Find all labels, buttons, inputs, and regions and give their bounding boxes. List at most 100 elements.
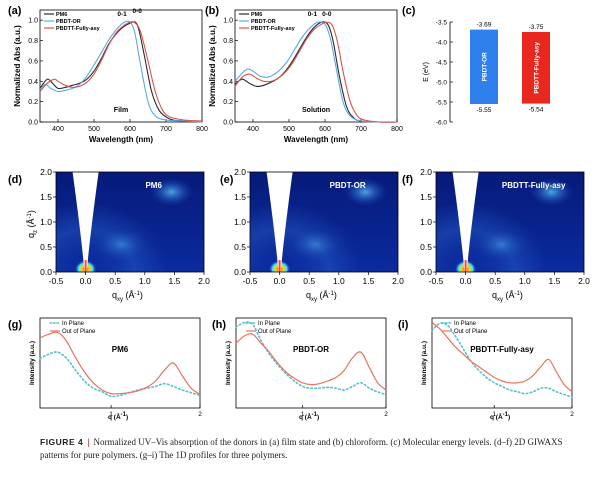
x-axis-label: Wavelength (nm) [89, 135, 153, 144]
x-tick-label: 1 [492, 411, 496, 418]
polymer-label: PM6 [112, 345, 129, 354]
x-tick-label: 1 [301, 411, 305, 418]
x-tick-label: 800 [391, 126, 403, 133]
x-tick-label: 2.0 [198, 276, 210, 286]
y-tick-label: 1.5 [40, 192, 52, 202]
y-tick-label: 0.4 [28, 79, 38, 86]
x-tick-label: 0.0 [80, 276, 92, 286]
out-of-plane-profile [431, 322, 573, 393]
figure-4: (a) 400 500 600 700 800 0.0 0.2 0.4 0.6 0.8 1.0 Wave… [8, 5, 590, 421]
detector-image [56, 172, 204, 272]
y-tick-label: -6.0 [436, 120, 448, 127]
panel-label: (i) [398, 319, 409, 331]
x-tick-label: 2.0 [578, 276, 590, 286]
legend-entry: Out of Plane [62, 329, 96, 335]
y-axis-label: Intensity (a.u.) [29, 341, 36, 385]
series-line [234, 21, 398, 123]
x-tick-label: 1.5 [362, 276, 374, 286]
x-tick-label: 2 [570, 411, 574, 418]
y-axis-label: Intensity (a.u.) [225, 341, 232, 385]
y-axis-label: Normalized Abs (a.u.) [13, 25, 22, 107]
y-tick-label: 0.0 [40, 267, 52, 277]
legend-entry: PBDTT-Fully-asy [56, 26, 101, 32]
plot-frame [39, 317, 201, 409]
out-of-plane-profile [39, 331, 201, 395]
lumo-label: -3.75 [529, 24, 544, 31]
diffraction-arc [529, 178, 574, 206]
y-tick-label: -3.5 [436, 20, 448, 27]
y-axis-label: Normalized Abs (a.u.) [208, 25, 217, 107]
state-label: Solution [302, 107, 330, 114]
diffraction-halo [95, 228, 148, 261]
profile-chart: 1 2 q (Å-1) Intensity (a.u.) In Plane Out of … [225, 317, 388, 421]
y-axis-label: Intensity (a.u.) [421, 341, 428, 385]
legend-entry: PM6 [251, 12, 262, 18]
y-tick-label: 2.0 [234, 167, 246, 177]
peak-annotation: 0-0 [132, 8, 142, 15]
y-tick-label: 0.5 [234, 242, 246, 252]
y-tick-label: 0.8 [223, 38, 233, 45]
x-axis-label: q (Å-1) [299, 412, 319, 421]
y-tick-label: -4.0 [436, 40, 448, 47]
x-tick-label: 0.5 [489, 276, 501, 286]
polymer-label: PBDT-OR [330, 181, 366, 190]
caption-label: FIGURE 4 [40, 437, 84, 447]
peak-annotation: 0-1 [117, 11, 127, 18]
x-axis-label: q (Å-1) [108, 412, 128, 421]
y-tick-label: 2.0 [420, 167, 432, 177]
y-tick-label: 0.6 [223, 58, 233, 65]
series-line [234, 21, 398, 123]
plot-frame [39, 9, 203, 123]
polymer-label: PBDT-OR [293, 345, 329, 354]
x-axis-label: qxy (Å-1) [112, 290, 143, 303]
polymer-label: PM6 [145, 181, 162, 190]
legend-entry: Out of Plane [454, 329, 488, 335]
legend-entry: In Plane [62, 321, 85, 327]
y-tick-label: 0.2 [223, 99, 233, 106]
panel-label: (d) [8, 174, 22, 186]
panel-label: (g) [8, 319, 22, 331]
plot-frame [235, 317, 387, 409]
legend-entry: In Plane [258, 321, 281, 327]
in-plane-profile [235, 321, 387, 396]
polymer-label: PBDTT-Fully-asy [470, 345, 534, 354]
x-tick-label: 400 [247, 126, 259, 133]
x-tick-label: 2.0 [392, 276, 404, 286]
missing-wedge [266, 172, 293, 272]
y-tick-label: 1.0 [40, 217, 52, 227]
x-tick-label: 2 [198, 411, 202, 418]
diffraction-halo [289, 228, 342, 261]
in-plane-profile [431, 322, 573, 398]
x-tick-label: -0.5 [429, 276, 444, 286]
energy-level-chart: -3.5 -4.0 -4.5 -5.0 -5.5 -6.0 E (eV) -3.69 -5.55… [423, 20, 550, 127]
panel-label: (b) [205, 5, 219, 17]
x-tick-label: 1 [109, 411, 113, 418]
x-tick-label: 0.0 [460, 276, 472, 286]
y-tick-label: 0.5 [40, 242, 52, 252]
x-tick-label: 1.0 [333, 276, 345, 286]
y-tick-label: 0.0 [234, 267, 246, 277]
polymer-label: PBDTT-Fully-asy [502, 181, 566, 190]
legend-entry: PBDT-OR [56, 19, 81, 25]
diffraction-halo [475, 228, 528, 261]
y-tick-label: 1.0 [28, 18, 38, 25]
y-tick-label: -5.5 [436, 100, 448, 107]
energy-bar [470, 29, 498, 105]
caption-separator: | [87, 437, 90, 447]
y-tick-label: 1.0 [234, 217, 246, 227]
y-tick-label: 0.5 [420, 242, 432, 252]
plot-frame [234, 9, 398, 123]
energy-bar [522, 32, 550, 104]
y-tick-label: 0.8 [28, 38, 38, 45]
panel-label: (h) [212, 319, 226, 331]
in-plane-profile [39, 351, 201, 398]
peak-annotation: 0-1 [308, 11, 318, 18]
profile-chart: 1 2 q (Å-1) Intensity (a.u.) In Plane Out of … [421, 317, 574, 421]
y-tick-label: 1.5 [234, 192, 246, 202]
x-axis-label: qxy (Å-1) [492, 290, 523, 303]
y-tick-label: 0.2 [28, 99, 38, 106]
bar-name-label: PBDT-OR [482, 52, 489, 82]
x-tick-label: -0.5 [243, 276, 258, 286]
y-axis-label: qz (Å-1) [26, 210, 39, 238]
